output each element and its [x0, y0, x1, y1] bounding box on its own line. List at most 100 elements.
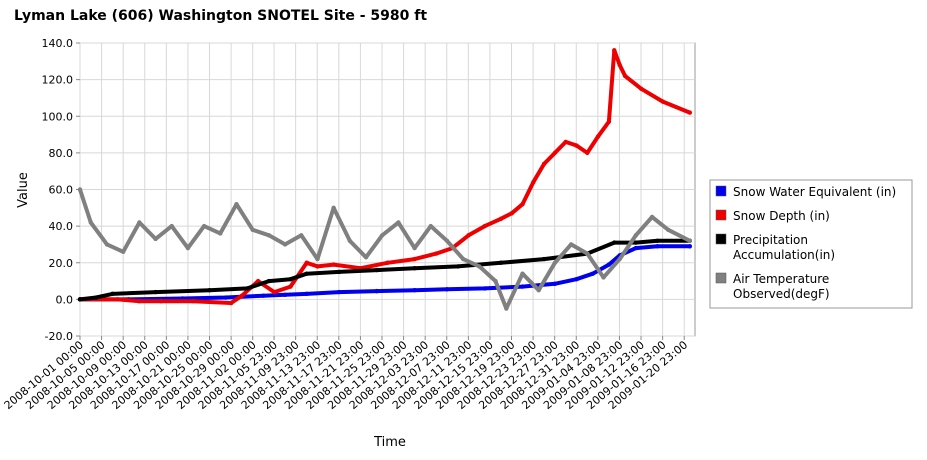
y-tick-label: 80.0	[49, 147, 74, 160]
data-point	[568, 242, 574, 247]
y-tick-label: 20.0	[49, 257, 74, 270]
data-point	[315, 256, 320, 262]
data-point	[272, 289, 277, 295]
data-point	[299, 233, 304, 238]
legend-box	[709, 179, 913, 309]
y-tick-label: 0.0	[56, 293, 74, 306]
data-point	[585, 251, 590, 256]
data-point	[595, 134, 601, 139]
series-group	[77, 48, 693, 311]
data-point	[88, 220, 93, 225]
data-point	[158, 299, 164, 304]
data-point	[482, 223, 487, 229]
data-point	[498, 216, 504, 221]
data-point	[282, 242, 288, 247]
data-point	[552, 260, 558, 265]
data-point	[433, 251, 439, 256]
data-point	[412, 266, 417, 271]
data-point	[649, 214, 655, 220]
data-point	[466, 233, 471, 238]
data-point	[574, 277, 579, 282]
y-tick-label: 120.0	[42, 74, 74, 87]
data-point	[336, 269, 342, 275]
data-point	[455, 264, 460, 269]
data-point	[655, 238, 660, 243]
legend-swatch-0	[715, 185, 727, 197]
data-point	[520, 271, 525, 276]
data-point	[606, 262, 612, 267]
data-point	[412, 288, 417, 293]
data-point	[687, 238, 693, 243]
data-point	[374, 267, 380, 273]
data-point	[137, 299, 142, 304]
data-point	[444, 238, 450, 243]
data-point	[633, 240, 639, 245]
data-point	[590, 271, 595, 276]
y-tick-label: -20.0	[45, 330, 73, 343]
data-point	[239, 293, 245, 298]
data-point	[380, 233, 385, 238]
data-point	[336, 289, 342, 295]
data-point	[666, 227, 671, 232]
legend-label-2: Accumulation(in)	[733, 248, 835, 262]
data-point	[218, 231, 223, 236]
data-point	[552, 281, 558, 287]
data-point	[153, 289, 158, 295]
data-point	[563, 139, 568, 145]
data-point	[498, 260, 504, 265]
data-point	[612, 240, 617, 245]
legend-swatch-1	[715, 209, 727, 221]
data-point	[520, 201, 525, 207]
legend-label-3: Air Temperature	[733, 272, 829, 286]
data-point	[412, 245, 417, 251]
data-point	[153, 236, 158, 242]
data-point	[477, 264, 482, 269]
data-point	[255, 278, 261, 284]
y-tick-label: 100.0	[42, 110, 74, 123]
data-point	[585, 150, 590, 156]
y-tick-label: 40.0	[49, 220, 74, 233]
legend-label-3: Observed(degF)	[733, 287, 830, 301]
data-point	[304, 271, 309, 276]
data-point	[541, 161, 547, 167]
data-point	[687, 110, 693, 115]
data-point	[536, 288, 541, 293]
data-point	[331, 205, 336, 211]
data-point	[412, 256, 417, 262]
y-ticks: 140.0 120.0 100.0 80.0 60.0 40.0 20.0 0.0 -20.0	[42, 37, 80, 343]
legend-label-0: Snow Water Equivalent (in)	[733, 185, 896, 199]
data-point	[504, 306, 509, 311]
chart-title: Lyman Lake (606) Washington SNOTEL Site …	[14, 8, 427, 24]
data-point	[374, 288, 380, 294]
data-point	[261, 293, 266, 298]
data-point	[169, 223, 174, 229]
data-point	[428, 223, 433, 229]
data-point	[266, 278, 272, 284]
data-point	[606, 119, 612, 124]
data-point	[288, 277, 293, 282]
data-point	[687, 244, 693, 249]
data-point	[601, 275, 606, 280]
data-point	[574, 143, 579, 148]
data-point	[622, 73, 628, 79]
data-point	[541, 256, 547, 262]
data-point	[347, 238, 353, 243]
data-point	[552, 150, 558, 156]
series-line-2	[78, 238, 692, 302]
data-point	[396, 220, 401, 225]
data-point	[93, 295, 99, 300]
data-point	[266, 233, 272, 238]
data-point	[223, 295, 228, 300]
data-point	[250, 227, 255, 232]
data-point	[520, 284, 525, 289]
data-point	[444, 287, 450, 292]
data-point	[228, 300, 234, 306]
data-point	[288, 284, 293, 289]
data-point	[385, 260, 390, 265]
data-point	[234, 201, 239, 207]
legend-swatch-3	[715, 272, 727, 284]
data-point	[493, 278, 498, 284]
data-point	[363, 255, 369, 260]
